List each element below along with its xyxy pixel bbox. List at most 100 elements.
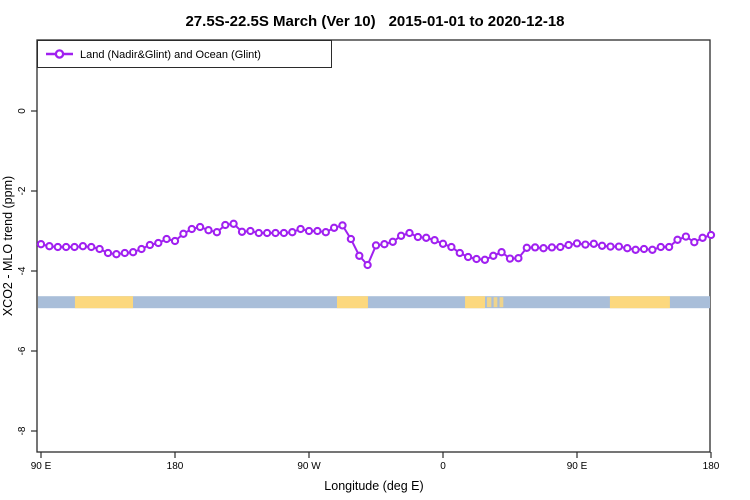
series-point: [288, 228, 297, 237]
y-tick-label: -8: [17, 426, 28, 435]
series-point: [581, 240, 590, 249]
y-axis-title: XCO2 - MLO trend (ppm): [1, 176, 15, 316]
y-tick-label: -2: [17, 186, 28, 195]
land-band-segment: [336, 296, 368, 309]
series-point: [639, 244, 649, 254]
series-point: [698, 233, 707, 242]
series-point: [45, 242, 54, 251]
series-point: [304, 226, 314, 236]
series-point: [195, 222, 205, 232]
series-point: [648, 245, 657, 254]
x-tick-label: 0: [440, 461, 446, 472]
series-point: [472, 254, 481, 264]
series-point: [706, 230, 716, 240]
series-point: [405, 228, 414, 238]
series-point: [338, 221, 347, 230]
x-axis-title: Longitude (deg E): [324, 479, 423, 493]
series-point: [664, 242, 674, 252]
data-series: [36, 219, 716, 270]
x-axis: 90 E 180 90 W 0 90 E 180: [31, 452, 720, 472]
series-point: [489, 251, 498, 260]
series-point: [623, 244, 632, 253]
series-point: [380, 240, 389, 249]
series-point: [162, 234, 171, 244]
x-tick-label: 180: [703, 461, 720, 472]
series-point: [321, 228, 330, 237]
series-point: [690, 238, 699, 247]
series-point: [606, 242, 615, 251]
x-tick-label: 180: [167, 461, 184, 472]
series-point: [514, 254, 523, 263]
series-point: [564, 240, 573, 250]
series-point: [355, 251, 364, 260]
series-point: [254, 228, 263, 238]
plot-box: [36, 39, 711, 453]
series-point: [103, 248, 113, 258]
legend-label: Land (Nadir&Glint) and Ocean (Glint): [80, 49, 261, 61]
series-point: [87, 242, 96, 252]
series-point: [329, 223, 339, 232]
ocean-band-segment: [38, 296, 710, 309]
series-point: [556, 242, 565, 252]
series-point: [262, 228, 272, 238]
series-point: [681, 232, 691, 241]
series-point: [631, 245, 640, 254]
x-tick-label: 90 E: [567, 461, 588, 472]
series-point: [296, 224, 305, 234]
series-point: [589, 239, 598, 248]
series-point: [204, 226, 213, 235]
series-point: [271, 228, 280, 238]
series-point: [430, 236, 439, 245]
series-point: [128, 248, 138, 257]
land-band-segment-fuzzy: [499, 297, 504, 308]
series-point: [547, 243, 557, 252]
x-tick-label: 90 W: [297, 461, 321, 472]
series-point: [154, 238, 163, 248]
land-band-segment: [74, 296, 134, 309]
series-point: [313, 226, 322, 236]
land-ocean-band: [38, 296, 710, 309]
series-point: [413, 232, 423, 242]
series-point: [137, 244, 146, 254]
series-point: [614, 242, 624, 251]
series-point: [656, 242, 665, 252]
series-point: [505, 254, 515, 263]
series-point: [78, 242, 88, 251]
series-point: [112, 250, 121, 259]
land-band-segment: [465, 296, 485, 309]
series-point: [522, 243, 531, 252]
legend: Land (Nadir&Glint) and Ocean (Glint): [37, 40, 332, 68]
series-point: [455, 248, 464, 258]
series-point: [53, 242, 62, 252]
series-point: [95, 244, 104, 254]
series-point: [145, 240, 155, 250]
series-point: [221, 220, 230, 230]
series-point: [246, 226, 255, 236]
series-point: [539, 244, 548, 253]
series-point: [363, 260, 372, 270]
chart-title: 27.5S-22.5S March (Ver 10) 2015-01-01 to …: [185, 13, 564, 30]
series-point: [120, 248, 129, 258]
legend-marker-icon: [54, 49, 65, 59]
series-point: [346, 234, 356, 244]
land-band-segment: [609, 296, 670, 309]
series-point: [212, 228, 222, 237]
series-point: [396, 231, 406, 240]
series-point: [170, 236, 180, 246]
series-point: [229, 219, 238, 228]
series-point: [371, 241, 381, 250]
y-tick-label: -4: [17, 266, 28, 275]
x-tick-label: 90 E: [31, 461, 52, 472]
series-point: [422, 233, 431, 242]
land-band-segment-fuzzy: [486, 297, 492, 308]
y-tick-label: -6: [17, 346, 28, 355]
series-point: [497, 248, 506, 257]
series-point: [447, 242, 456, 252]
series-point: [530, 243, 540, 252]
series-point: [237, 227, 247, 236]
series-point: [480, 255, 490, 264]
series-point: [388, 237, 397, 246]
series-point: [279, 228, 289, 238]
